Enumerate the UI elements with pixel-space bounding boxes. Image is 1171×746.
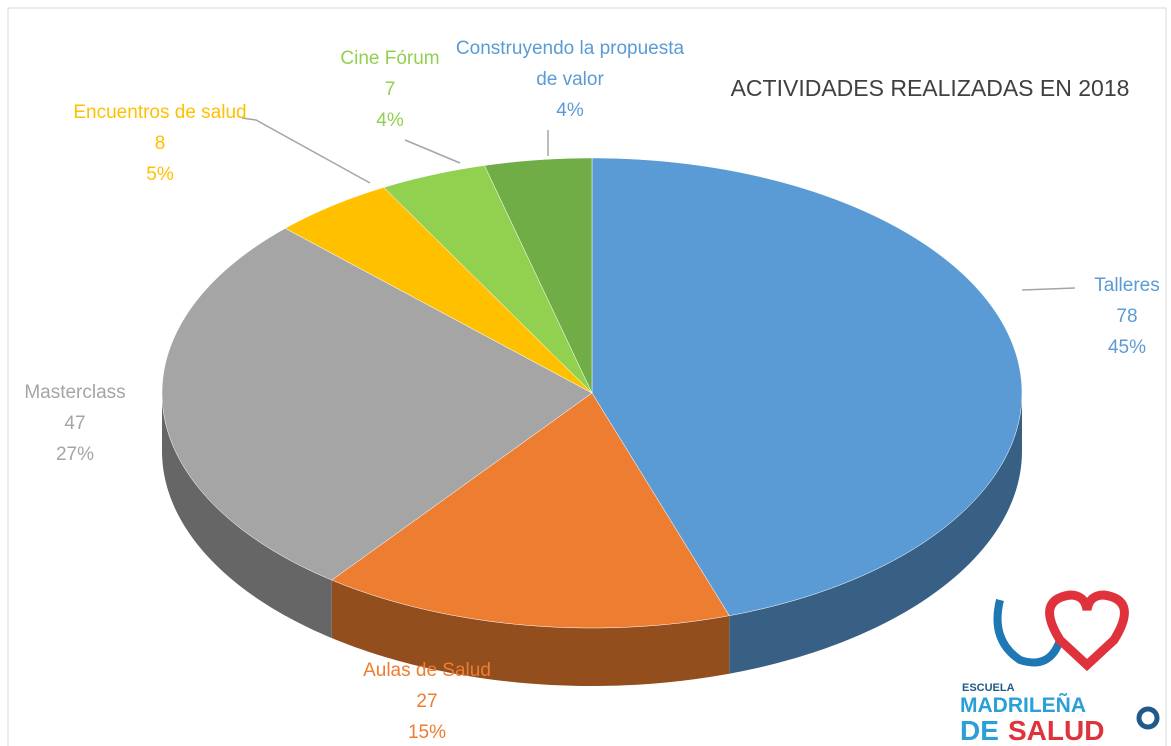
data-label: Encuentros de salud 8 5% (73, 97, 248, 190)
label-value: 78 (1116, 306, 1138, 327)
slice (161, 228, 593, 581)
leader-lines (241, 117, 1076, 291)
data-label: Construyendo la propuesta de valor 4% (455, 33, 685, 126)
data-label: Aulas de Salud 27 15% (327, 655, 527, 746)
label-value: 8 (154, 133, 166, 154)
label-name: Encuentros de salud (73, 102, 247, 123)
slice (284, 187, 593, 394)
label-name: Construyendo la propuesta de valor (455, 38, 685, 90)
label-value: 47 (64, 413, 86, 434)
label-name: Aulas de Salud (363, 660, 491, 681)
data-label: Cine Fórum 7 4% (325, 43, 455, 136)
label-name: Talleres (1094, 275, 1160, 296)
logo-text: DE (960, 715, 999, 746)
label-name: Cine Fórum (340, 48, 440, 69)
logo-text: ESCUELA (962, 682, 1015, 694)
slice (591, 157, 1023, 616)
label-value: 7 (384, 79, 396, 100)
data-label: Masterclass 47 27% (0, 377, 155, 470)
label-value: 27% (55, 444, 95, 465)
logo-stethoscope (993, 599, 1064, 667)
pie (161, 157, 1023, 686)
slice-side (729, 393, 1022, 674)
data-label: Talleres 78 45% (1067, 270, 1171, 363)
leader-line (241, 117, 371, 184)
leader-line (404, 139, 461, 164)
label-value: 4% (556, 100, 584, 121)
label-value: 27 (416, 691, 438, 712)
logo-text: MADRILEÑA (960, 694, 1086, 717)
slice-side (331, 580, 730, 686)
chart-title: ACTIVIDADES REALIZADAS EN 2018 (731, 75, 1130, 101)
label-value: 45% (1107, 337, 1147, 358)
label-value: 15% (407, 722, 447, 743)
logo-heart (1045, 590, 1129, 672)
logo-text: SALUD (1008, 715, 1104, 746)
label-value: 5% (146, 164, 174, 185)
leader-line (1021, 287, 1076, 291)
slice (383, 165, 593, 394)
slice (331, 392, 730, 629)
label-value: 4% (376, 110, 404, 131)
slice-side (162, 393, 332, 639)
slice (484, 157, 593, 394)
label-name: Masterclass (24, 382, 126, 403)
logo-ring (1136, 706, 1160, 730)
logo: ESCUELA MADRILEÑA DE SALUD (960, 590, 1160, 746)
